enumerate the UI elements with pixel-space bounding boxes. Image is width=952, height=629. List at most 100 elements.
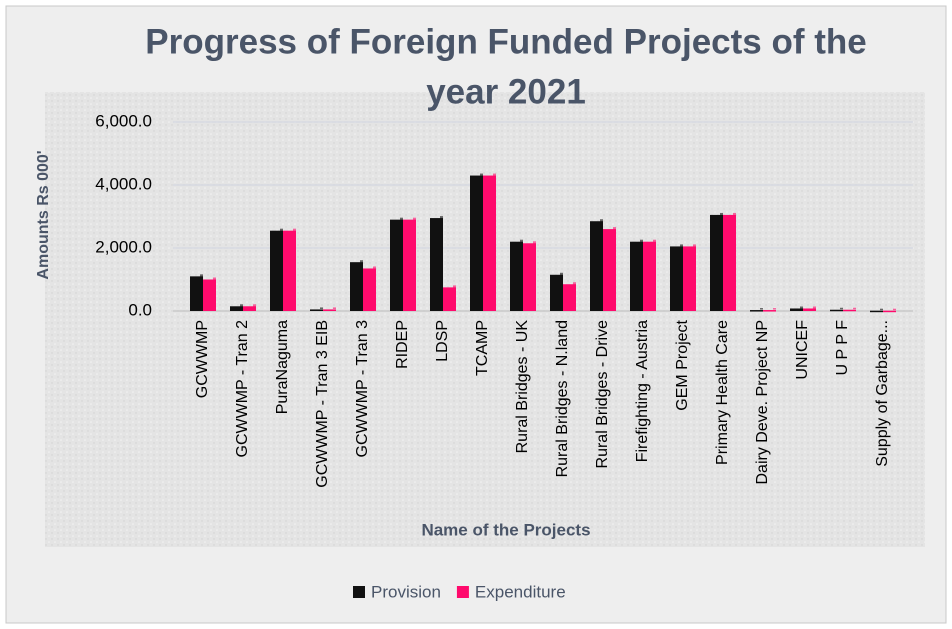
x-tick-label: PuraNaguma — [274, 320, 291, 414]
bar — [883, 310, 896, 313]
x-tick-label: TCAMP — [474, 320, 491, 376]
x-tick-label: Primary Health Care — [714, 320, 731, 465]
bar-side — [720, 212, 723, 309]
x-tick-label: Supply of Garbage... — [874, 320, 891, 467]
bar — [243, 306, 256, 311]
x-tick-label: Rural Bridges - N.land — [554, 320, 571, 477]
bar — [403, 219, 416, 311]
bar — [723, 214, 736, 311]
bar — [803, 308, 816, 311]
bar-side — [773, 308, 776, 310]
bar — [843, 309, 856, 312]
bar-side — [733, 212, 736, 309]
bar-side — [680, 244, 683, 309]
legend-swatch — [456, 586, 469, 598]
bar — [710, 214, 723, 311]
bar — [430, 218, 443, 311]
bar — [870, 310, 883, 313]
x-tick-label: LDSP — [434, 320, 451, 362]
bar-side — [533, 241, 536, 309]
bar-side — [320, 307, 323, 309]
bar — [323, 309, 336, 311]
bar-side — [333, 307, 336, 309]
bar — [523, 243, 536, 311]
bar-side — [280, 228, 283, 309]
bar — [230, 306, 243, 311]
bar — [590, 221, 603, 311]
bar — [483, 175, 496, 311]
x-tick-label: RIDEP — [394, 320, 411, 369]
bar-side — [693, 244, 696, 309]
bar — [310, 309, 323, 311]
bar-side — [373, 266, 376, 309]
x-tick-label: GCWWMP - Tran 2 — [234, 320, 251, 458]
legend-label: Expenditure — [475, 582, 566, 601]
bar — [643, 241, 656, 311]
bar-side — [360, 260, 363, 309]
bar — [283, 230, 296, 311]
bar — [390, 219, 403, 311]
bar — [270, 230, 283, 311]
bar-side — [453, 285, 456, 309]
bar-side — [200, 274, 203, 309]
bar — [470, 175, 483, 311]
x-tick-label: Rural Bridges - Drive — [594, 320, 611, 469]
bar-side — [813, 306, 816, 309]
bar-side — [600, 219, 603, 309]
bar — [350, 262, 363, 311]
bar — [510, 241, 523, 311]
bar — [203, 279, 216, 311]
x-tick-label: Rural Bridges - UK — [514, 320, 531, 454]
y-tick-label: 4,000.0 — [95, 174, 152, 193]
bar — [603, 229, 616, 311]
bar — [363, 268, 376, 311]
y-tick-label: 0.0 — [128, 300, 152, 319]
bar-side — [440, 216, 443, 309]
chart-title: year 2021 — [426, 72, 586, 111]
bar-side — [840, 307, 843, 310]
bar-side — [880, 308, 883, 311]
chart-title: Progress of Foreign Funded Projects of t… — [145, 22, 866, 61]
bar-side — [520, 239, 523, 309]
bar-side — [240, 304, 243, 309]
bar — [190, 276, 203, 311]
bar-side — [293, 228, 296, 309]
bar — [830, 309, 843, 312]
x-tick-label: Firefighting - Austria — [634, 320, 651, 462]
x-tick-label: GCWWMP - Tran 3 EIB — [314, 320, 331, 488]
x-tick-label: UNICEF — [794, 320, 811, 380]
bar — [550, 274, 563, 311]
y-tick-label: 6,000.0 — [95, 111, 152, 130]
bar-side — [573, 282, 576, 309]
bar-side — [640, 239, 643, 309]
bar — [683, 246, 696, 311]
legend-label: Provision — [371, 582, 441, 601]
x-tick-label: GCWWMP — [194, 320, 211, 398]
x-axis-title: Name of the Projects — [421, 520, 590, 539]
x-tick-label: GCWWMP - Tran 3 — [354, 320, 371, 458]
bar — [670, 246, 683, 311]
x-tick-label: U P P F — [834, 320, 851, 376]
bar — [443, 287, 456, 311]
bar-side — [560, 272, 563, 309]
bar-side — [253, 304, 256, 309]
bar — [563, 284, 576, 311]
x-tick-label: Dairy Deve. Project NP — [754, 320, 771, 485]
bar-side — [800, 306, 803, 309]
bar-side — [213, 277, 216, 309]
y-tick-label: 2,000.0 — [95, 237, 152, 256]
bar-side — [760, 308, 763, 310]
bar — [630, 241, 643, 311]
plot-area — [45, 92, 925, 547]
bar-side — [613, 227, 616, 309]
legend-swatch — [353, 586, 365, 598]
x-tick-label: GEM Project — [674, 319, 691, 410]
bar-side — [413, 217, 416, 309]
bar — [750, 310, 763, 312]
bar — [763, 310, 776, 312]
bar-side — [853, 307, 856, 310]
y-axis-title: Amounts Rs 000' — [35, 150, 52, 279]
bar-side — [653, 239, 656, 309]
bar-side — [400, 217, 403, 309]
